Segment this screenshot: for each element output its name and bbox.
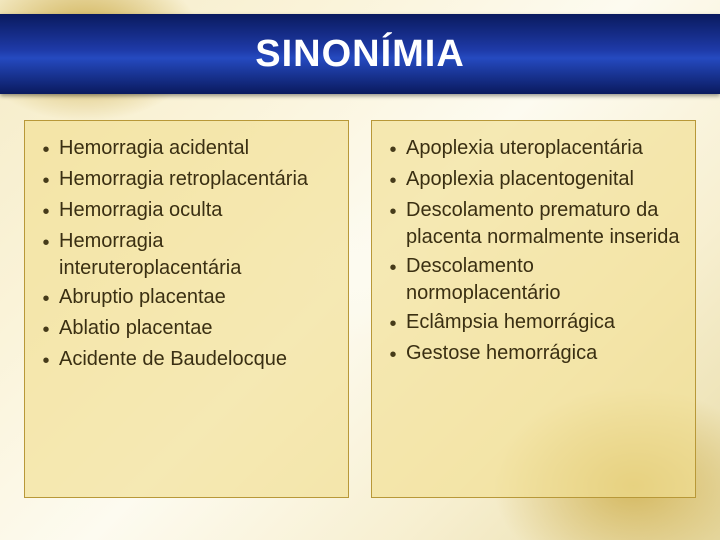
list-item: •Descolamento normoplacentário (380, 253, 683, 307)
list-item: •Eclâmpsia hemorrágica (380, 309, 683, 338)
bullet-icon: • (380, 309, 406, 338)
list-item-text: Gestose hemorrágica (406, 340, 683, 367)
list-item: •Descolamento prematuro da placenta norm… (380, 197, 683, 251)
bullet-icon: • (380, 340, 406, 369)
list-item: •Abruptio placentae (33, 284, 336, 313)
list-item-text: Ablatio placentae (59, 315, 336, 342)
list-item-text: Hemorragia interuteroplacentária (59, 228, 336, 282)
list-item-text: Acidente de Baudelocque (59, 346, 336, 373)
left-panel: •Hemorragia acidental•Hemorragia retropl… (24, 120, 349, 498)
bullet-icon: • (33, 315, 59, 344)
right-panel: •Apoplexia uteroplacentária•Apoplexia pl… (371, 120, 696, 498)
bullet-icon: • (380, 135, 406, 164)
list-item-text: Eclâmpsia hemorrágica (406, 309, 683, 336)
list-item-text: Hemorragia oculta (59, 197, 336, 224)
title-bar: SINONÍMIA (0, 14, 720, 94)
list-item: •Hemorragia retroplacentária (33, 166, 336, 195)
bullet-icon: • (380, 166, 406, 195)
bullet-icon: • (380, 253, 406, 282)
bullet-icon: • (33, 228, 59, 257)
list-item: •Apoplexia placentogenital (380, 166, 683, 195)
bullet-icon: • (380, 197, 406, 226)
content-area: •Hemorragia acidental•Hemorragia retropl… (24, 120, 696, 498)
list-item-text: Apoplexia uteroplacentária (406, 135, 683, 162)
bullet-icon: • (33, 197, 59, 226)
list-item: •Hemorragia interuteroplacentária (33, 228, 336, 282)
list-item: •Apoplexia uteroplacentária (380, 135, 683, 164)
list-item-text: Abruptio placentae (59, 284, 336, 311)
bullet-icon: • (33, 135, 59, 164)
list-item: •Acidente de Baudelocque (33, 346, 336, 375)
bullet-icon: • (33, 284, 59, 313)
list-item: •Ablatio placentae (33, 315, 336, 344)
list-item-text: Hemorragia acidental (59, 135, 336, 162)
slide-title: SINONÍMIA (255, 33, 465, 76)
bullet-icon: • (33, 346, 59, 375)
list-item: •Hemorragia acidental (33, 135, 336, 164)
list-item-text: Hemorragia retroplacentária (59, 166, 336, 193)
list-item-text: Apoplexia placentogenital (406, 166, 683, 193)
list-item-text: Descolamento prematuro da placenta norma… (406, 197, 683, 251)
list-item: •Hemorragia oculta (33, 197, 336, 226)
bullet-icon: • (33, 166, 59, 195)
list-item-text: Descolamento normoplacentário (406, 253, 683, 307)
list-item: •Gestose hemorrágica (380, 340, 683, 369)
